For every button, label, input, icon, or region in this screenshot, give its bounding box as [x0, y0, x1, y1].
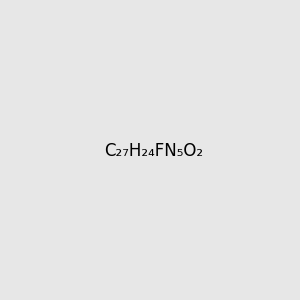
Text: C₂₇H₂₄FN₅O₂: C₂₇H₂₄FN₅O₂ [104, 142, 203, 160]
